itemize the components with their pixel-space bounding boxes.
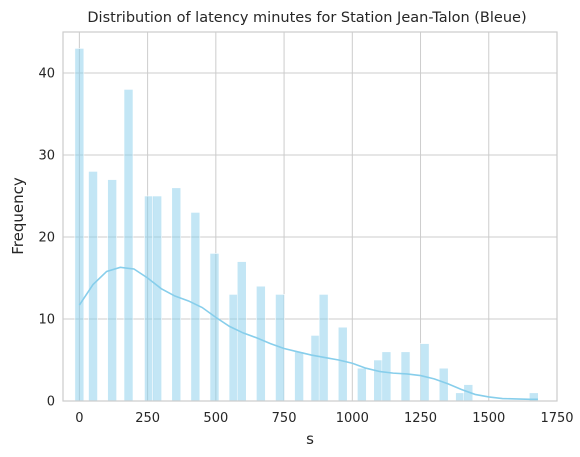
histogram-bar bbox=[294, 351, 304, 402]
histogram-bar bbox=[381, 351, 392, 402]
x-axis-label: s bbox=[306, 430, 314, 448]
y-tick-label: 40 bbox=[38, 67, 55, 82]
kde-curve-layer bbox=[78, 266, 538, 401]
histogram-bar bbox=[209, 253, 220, 402]
x-tick-labels: 0 250 500 750 1000 1250 1500 1750 bbox=[75, 411, 573, 426]
histogram-bar bbox=[228, 294, 239, 402]
x-tick-label: 250 bbox=[135, 411, 160, 426]
plot-frame bbox=[62, 31, 558, 402]
x-tick-label: 1000 bbox=[336, 411, 369, 426]
histogram-bar bbox=[318, 294, 329, 402]
y-tick-labels: 0 10 20 30 40 bbox=[38, 67, 55, 410]
kde-curve bbox=[78, 266, 538, 401]
x-tick-label: 0 bbox=[75, 411, 83, 426]
histogram-bar bbox=[419, 343, 430, 402]
histogram-bar bbox=[455, 392, 465, 402]
y-tick-label: 20 bbox=[38, 231, 55, 246]
x-tick-label: 1750 bbox=[540, 411, 573, 426]
grid-lines bbox=[63, 32, 558, 402]
histogram-bar bbox=[256, 285, 266, 402]
histogram-bar bbox=[107, 179, 117, 402]
histogram-bars bbox=[74, 48, 539, 402]
y-tick-label: 0 bbox=[47, 395, 55, 410]
histogram-bar bbox=[337, 326, 348, 402]
histogram-bar bbox=[74, 48, 85, 402]
histogram-bar bbox=[357, 367, 367, 402]
chart-title: Distribution of latency minutes for Stat… bbox=[87, 10, 526, 26]
histogram-bar bbox=[190, 212, 201, 402]
y-axis-label: Frequency bbox=[9, 177, 27, 255]
x-tick-label: 750 bbox=[272, 411, 297, 426]
y-tick-label: 30 bbox=[38, 149, 55, 164]
histogram-bar bbox=[438, 367, 449, 402]
histogram-bar bbox=[88, 171, 98, 402]
histogram-bar bbox=[400, 351, 411, 402]
histogram-bar bbox=[373, 359, 384, 402]
x-tick-label: 500 bbox=[203, 411, 228, 426]
histogram-bar bbox=[123, 89, 134, 402]
y-tick-label: 10 bbox=[38, 313, 55, 328]
x-tick-label: 1250 bbox=[404, 411, 437, 426]
histogram-bar bbox=[152, 195, 162, 402]
histogram-bar bbox=[310, 335, 321, 402]
x-tick-label: 1500 bbox=[472, 411, 505, 426]
histogram-bar bbox=[144, 195, 154, 402]
